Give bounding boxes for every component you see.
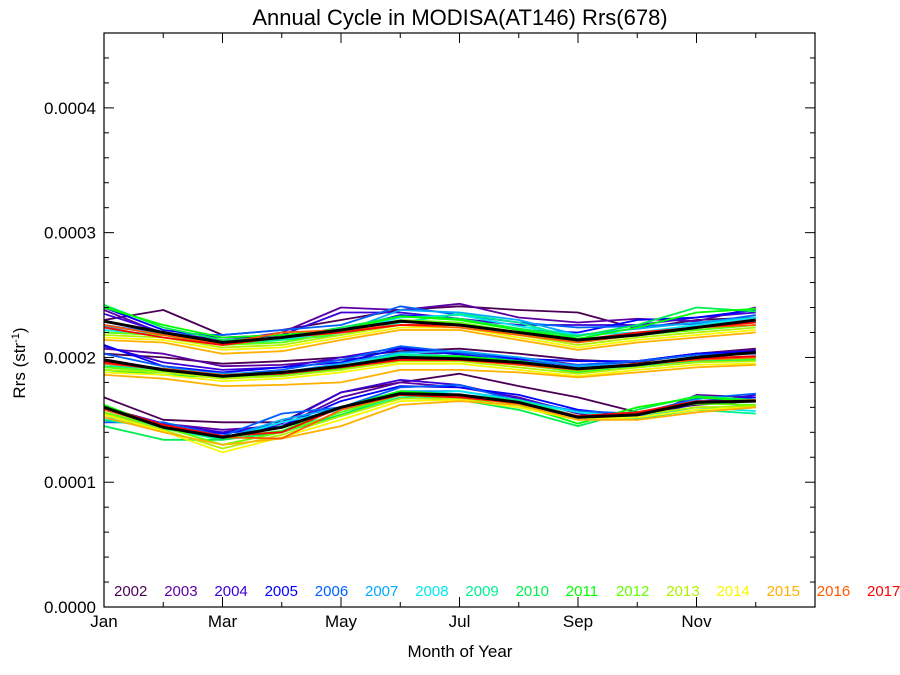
series-line-2014-middle — [103, 362, 756, 383]
legend-label-2002: 2002 — [114, 583, 147, 600]
x-tick-label-Jul: Jul — [449, 612, 471, 631]
y-axis-title-main: Rrs (str — [10, 343, 29, 399]
climatology-layer — [103, 318, 756, 439]
x-tick-label-Nov: Nov — [681, 612, 712, 631]
legend-label-2008: 2008 — [415, 583, 448, 600]
x-axis: Jan Mar May Jul Sep Nov — [90, 33, 757, 631]
x-tick-label-Jan: Jan — [90, 612, 117, 631]
y-tick-label-0.0003: 0.0003 — [44, 224, 96, 243]
legend-label-2010: 2010 — [516, 583, 549, 600]
series-line-2015-middle — [103, 364, 756, 388]
legend-label-2015: 2015 — [767, 583, 800, 600]
series-layer — [103, 302, 757, 454]
legend-label-2006: 2006 — [315, 583, 348, 600]
y-axis-title: Rrs (str-1) — [10, 327, 29, 398]
legend-label-2005: 2005 — [265, 583, 298, 600]
series-line-2010-lower — [103, 393, 756, 441]
series-line-2004-lower — [103, 378, 756, 434]
x-tick-label-May: May — [325, 612, 358, 631]
y-tick-label-0.0004: 0.0004 — [44, 99, 96, 118]
series-line-2014-upper — [103, 326, 756, 351]
legend-label-2012: 2012 — [616, 583, 649, 600]
legend-label-2003: 2003 — [164, 583, 197, 600]
legend-label-2007: 2007 — [365, 583, 398, 600]
chart-title: Annual Cycle in MODISA(AT146) Rrs(678) — [252, 5, 667, 30]
legend-label-2017: 2017 — [867, 583, 900, 600]
series-line-2011-upper — [103, 306, 756, 340]
legend-label-2004: 2004 — [214, 583, 247, 600]
legend-label-2011: 2011 — [566, 583, 598, 600]
y-axis-title-sup: -1 — [10, 333, 22, 343]
series-line-2014-lower — [103, 398, 756, 454]
legend-label-2013: 2013 — [666, 583, 699, 600]
series-line-2015-lower — [103, 400, 756, 446]
legend: 2002 2003 2004 2005 2006 2007 2008 2009 2010 2011… — [114, 583, 900, 600]
y-axis-title-close: ) — [10, 327, 29, 333]
legend-label-2016: 2016 — [817, 583, 850, 600]
x-tick-label-Sep: Sep — [563, 612, 593, 631]
series-line-2003-lower — [103, 381, 756, 431]
climatology-line-middle — [103, 350, 756, 378]
legend-label-2014: 2014 — [716, 583, 749, 600]
climatology-line-lower — [103, 392, 756, 439]
climatology-line-upper — [103, 318, 756, 344]
y-tick-label-0.0002: 0.0002 — [44, 348, 96, 367]
x-axis-title: Month of Year — [408, 642, 513, 661]
y-axis: 0.0000 0.0001 0.0002 0.0003 0.0004 — [44, 57, 815, 617]
x-tick-label-Mar: Mar — [208, 612, 238, 631]
legend-label-2009: 2009 — [465, 583, 498, 600]
series-line-2017-upper — [103, 321, 756, 346]
series-line-2013-middle — [103, 360, 756, 380]
y-tick-label-0.0000: 0.0000 — [44, 598, 96, 617]
y-tick-label-0.0001: 0.0001 — [44, 473, 96, 492]
series-line-2015-upper — [103, 329, 756, 355]
